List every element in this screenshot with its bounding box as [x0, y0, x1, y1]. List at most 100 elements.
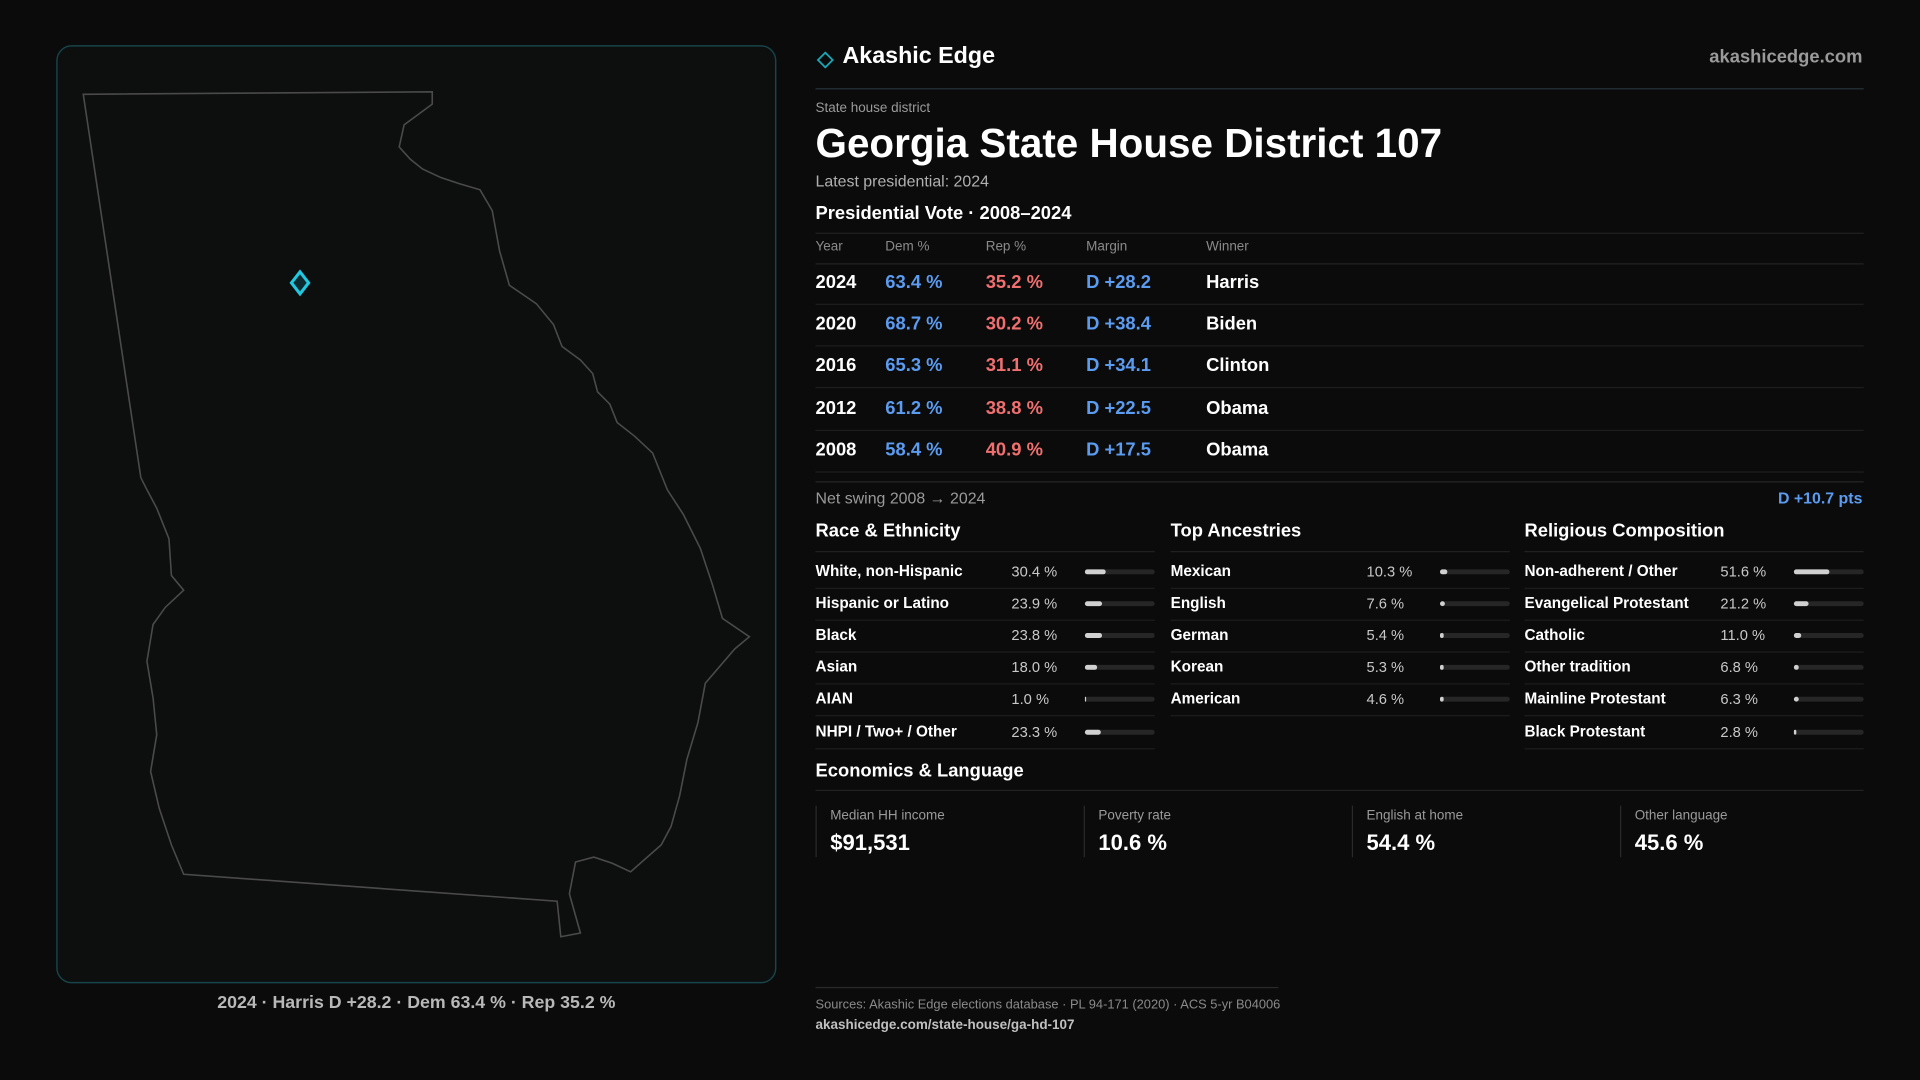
- row-label: AIAN: [815, 690, 853, 708]
- table-cell: Harris: [1206, 271, 1260, 293]
- row-label: German: [1170, 626, 1229, 644]
- stat-border: [1083, 805, 1085, 858]
- table-cell: 2020: [815, 313, 857, 335]
- value-label: 10.3 %: [1366, 563, 1413, 581]
- value-label: 23.8 %: [1011, 626, 1058, 645]
- bar-track: [1793, 665, 1864, 671]
- divider: [815, 303, 1864, 305]
- table-cell: 2016: [815, 355, 857, 377]
- bar: [1793, 601, 1809, 607]
- section-title: Economics & Language: [815, 760, 1024, 782]
- table-title: Presidential Vote · 2008–2024: [815, 203, 1072, 225]
- sources: Sources: Akashic Edge elections database…: [815, 997, 1281, 1013]
- map-card: [56, 45, 777, 984]
- table-cell: Biden: [1206, 313, 1258, 335]
- row-label: Mainline Protestant: [1524, 690, 1666, 708]
- table-cell: 40.9 %: [985, 439, 1043, 461]
- bar-track: [1793, 601, 1864, 607]
- stat-label: Other language: [1634, 808, 1728, 824]
- state-outline: [82, 91, 751, 938]
- section-title: Race & Ethnicity: [815, 520, 961, 542]
- bar-track: [1084, 569, 1155, 575]
- table-cell: 2024: [815, 271, 857, 293]
- site-link: akashicedge.com: [1709, 46, 1863, 68]
- divider: [815, 747, 1155, 749]
- divider: [1170, 551, 1510, 553]
- table-cell: Clinton: [1206, 355, 1270, 377]
- row-label: Other tradition: [1524, 658, 1631, 676]
- row-label: Black Protestant: [1524, 722, 1646, 740]
- brand-icon: [816, 51, 834, 69]
- section-title: Top Ancestries: [1170, 520, 1302, 542]
- value-label: 1.0 %: [1011, 690, 1050, 708]
- divider: [815, 88, 1864, 90]
- divider: [815, 345, 1864, 347]
- stat-border: [1620, 805, 1622, 858]
- stat-value: 54.4 %: [1366, 830, 1436, 855]
- table-cell: 38.8 %: [985, 397, 1043, 419]
- divider: [815, 263, 1864, 265]
- bar: [1793, 665, 1799, 671]
- divider: [815, 715, 1155, 717]
- stat-border: [815, 805, 817, 858]
- kicker: State house district: [815, 100, 931, 116]
- value-label: 2.8 %: [1720, 722, 1758, 740]
- bar: [1793, 569, 1830, 575]
- stat-value: $91,531: [830, 830, 910, 855]
- stat-label: Poverty rate: [1098, 808, 1171, 824]
- value-label: 6.3 %: [1720, 690, 1758, 708]
- bar-track: [1793, 729, 1864, 735]
- map-caption: 2024 · Harris D +28.2 · Dem 63.4 % · Rep…: [217, 993, 616, 1014]
- stat-border: [1351, 805, 1354, 858]
- value-label: 21.2 %: [1720, 594, 1767, 613]
- divider: [1524, 683, 1864, 685]
- table-cell: D +17.5: [1086, 439, 1151, 461]
- bar: [1793, 729, 1796, 735]
- table-cell: 35.2 %: [985, 271, 1043, 293]
- bar-track: [1084, 665, 1155, 671]
- table-cell: D +28.2: [1086, 271, 1151, 293]
- brand: Akashic Edge: [842, 43, 996, 70]
- divider: [1170, 587, 1510, 589]
- table-cell: Obama: [1206, 439, 1269, 461]
- stat-label: Median HH income: [830, 808, 945, 824]
- divider: [1524, 715, 1864, 717]
- bar-track: [1440, 601, 1510, 607]
- row-label: Catholic: [1524, 626, 1585, 644]
- district-marker: [289, 269, 311, 297]
- divider: [1170, 683, 1510, 685]
- table-cell: 31.1 %: [985, 355, 1043, 377]
- divider: [815, 551, 1155, 553]
- bar-track: [1440, 697, 1510, 703]
- bar: [1793, 633, 1802, 639]
- row-label: Hispanic or Latino: [815, 594, 950, 612]
- row-label: American: [1170, 690, 1241, 708]
- value-label: 51.6 %: [1720, 563, 1767, 581]
- row-label: Non-adherent / Other: [1524, 562, 1678, 580]
- table-cell: 68.7 %: [885, 313, 943, 335]
- section-title: Religious Composition: [1524, 520, 1725, 542]
- table-cell: 63.4 %: [885, 271, 943, 293]
- row-label: Mexican: [1170, 562, 1232, 580]
- bar-track: [1440, 665, 1510, 671]
- bar-track: [1084, 633, 1155, 639]
- table-cell: Obama: [1206, 397, 1269, 419]
- bar-track: [1793, 697, 1864, 703]
- divider: [815, 232, 1864, 234]
- column-header: Dem %: [885, 239, 930, 254]
- column-header: Rep %: [985, 239, 1027, 254]
- divider: [815, 481, 1864, 483]
- url: akashicedge.com/state-house/ga-hd-107: [815, 1018, 1075, 1033]
- row-label: Black: [815, 626, 857, 644]
- bar: [1793, 697, 1799, 703]
- row-label: NHPI / Two+ / Other: [815, 722, 957, 740]
- divider: [815, 429, 1864, 431]
- divider: [815, 651, 1155, 653]
- divider: [1170, 619, 1510, 621]
- table-cell: 65.3 %: [885, 355, 943, 377]
- divider: [1524, 551, 1864, 553]
- divider: [815, 471, 1864, 473]
- swing-label: Net swing 2008 → 2024: [815, 488, 986, 508]
